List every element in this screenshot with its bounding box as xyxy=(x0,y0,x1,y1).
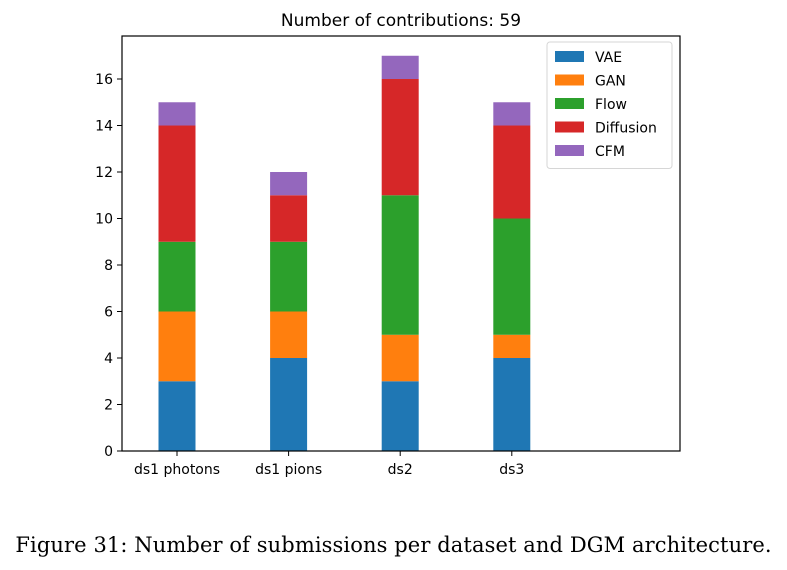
bar-cfm-4 xyxy=(493,102,531,126)
y-tick-label: 4 xyxy=(104,351,113,367)
y-tick-label: 10 xyxy=(95,212,113,228)
bar-vae-1 xyxy=(158,381,196,451)
y-tick-label: 12 xyxy=(95,165,113,181)
bar-diffusion-2 xyxy=(270,195,308,242)
legend-swatch-diffusion xyxy=(555,121,584,133)
legend: VAE GAN Flow Diffusion CFM xyxy=(546,41,673,169)
legend-swatch-gan xyxy=(555,74,584,86)
legend-label-cfm: CFM xyxy=(595,144,625,160)
bar-gan-4 xyxy=(493,334,531,358)
bar-diffusion-3 xyxy=(381,79,419,196)
y-tick-label: 8 xyxy=(104,258,113,274)
bar-gan-2 xyxy=(270,311,308,358)
bar-vae-3 xyxy=(381,381,419,451)
legend-label-gan: GAN xyxy=(595,74,626,90)
y-axis: 0 2 4 6 8 10 12 14 16 xyxy=(95,72,122,460)
x-tick-label: ds2 xyxy=(388,462,413,478)
bar-diffusion-1 xyxy=(158,125,196,242)
legend-swatch-vae xyxy=(555,51,584,62)
legend-label-diffusion: Diffusion xyxy=(595,121,657,137)
bar-cfm-1 xyxy=(158,102,196,126)
bar-vae-2 xyxy=(270,358,308,451)
x-tick-label: ds1 pions xyxy=(255,462,322,478)
chart-title: Number of contributions: 59 xyxy=(281,11,521,31)
legend-label-flow: Flow xyxy=(595,97,627,113)
legend-swatch-flow xyxy=(555,98,584,109)
y-tick-label: 0 xyxy=(104,444,113,460)
bar-cfm-2 xyxy=(270,172,308,196)
bar-flow-1 xyxy=(158,241,196,312)
bar-flow-4 xyxy=(493,218,531,335)
y-tick-label: 6 xyxy=(104,305,113,321)
bar-flow-3 xyxy=(381,195,419,335)
plot-frame xyxy=(121,35,681,452)
y-tick-label: 16 xyxy=(95,72,113,88)
figure-caption: Figure 31: Number of submissions per dat… xyxy=(15,533,772,557)
bar-diffusion-4 xyxy=(493,125,531,219)
bar-gan-3 xyxy=(381,334,419,382)
x-axis: ds1 photons ds1 pions ds2 ds3 xyxy=(134,451,524,478)
y-tick-label: 2 xyxy=(104,398,113,414)
legend-swatch-cfm xyxy=(555,145,584,156)
x-tick-label: ds1 photons xyxy=(134,462,220,478)
bars-group xyxy=(158,55,531,451)
legend-label-vae: VAE xyxy=(595,50,622,66)
bar-cfm-3 xyxy=(381,55,419,80)
stacked-bar-chart: Number of contributions: 59 0 2 4 6 8 10 12 14 1… xyxy=(95,11,681,478)
y-tick-label: 14 xyxy=(95,119,113,135)
bar-gan-1 xyxy=(158,311,196,382)
bar-flow-2 xyxy=(270,241,308,312)
bar-vae-4 xyxy=(493,358,531,451)
x-tick-label: ds3 xyxy=(499,462,524,478)
legend-box xyxy=(546,41,673,169)
